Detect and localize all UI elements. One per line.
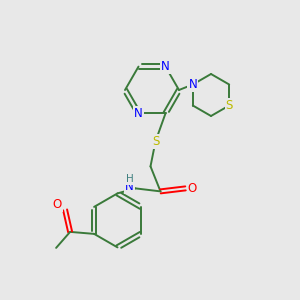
Text: S: S bbox=[226, 99, 233, 112]
Text: H: H bbox=[126, 174, 134, 184]
Text: N: N bbox=[188, 78, 197, 91]
Text: N: N bbox=[161, 60, 170, 73]
Text: N: N bbox=[134, 107, 143, 120]
Text: S: S bbox=[152, 135, 159, 148]
Text: N: N bbox=[125, 180, 134, 193]
Text: O: O bbox=[52, 198, 62, 212]
Text: O: O bbox=[188, 182, 197, 195]
